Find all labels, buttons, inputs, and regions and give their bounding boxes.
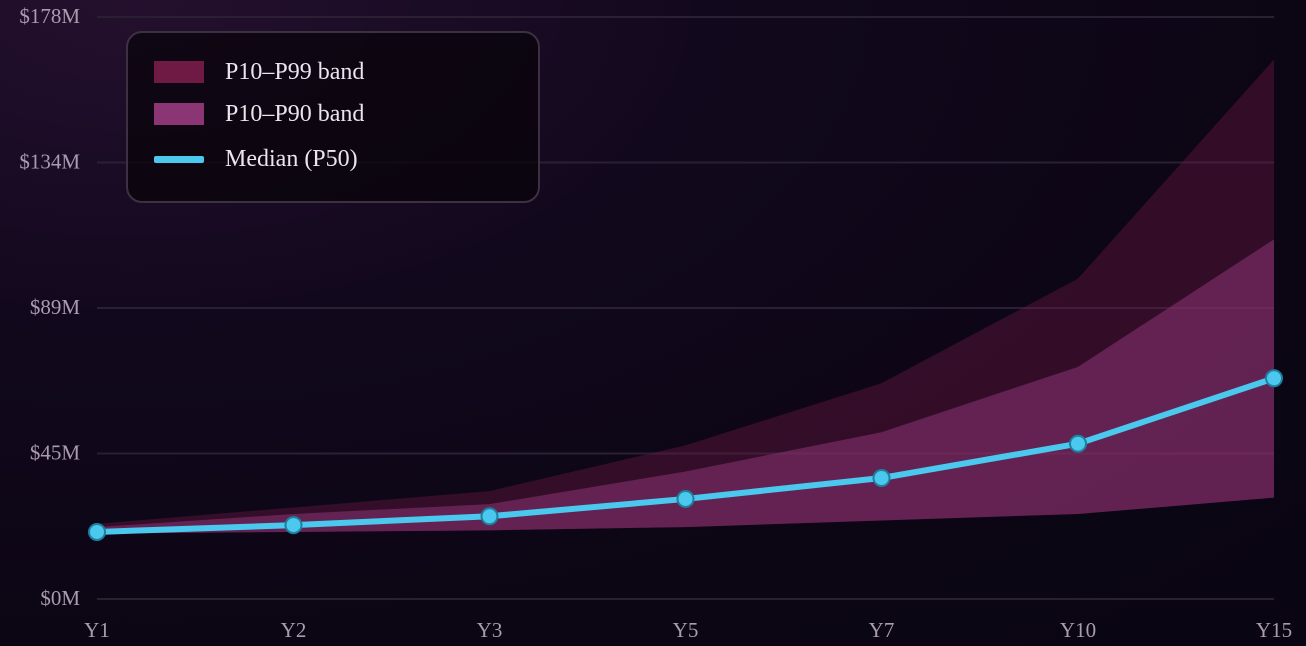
x-tick-label: Y3 [477,618,503,642]
x-tick-label: Y15 [1256,618,1292,642]
x-tick-label: Y7 [869,618,895,642]
legend-item-p90: P10–P90 band [154,99,364,129]
y-axis: $178M $134M $89M $45M $0M [19,4,80,610]
x-axis: Y1 Y2 Y3 Y5 Y7 Y10 Y15 [84,618,1292,642]
legend-swatch-p99 [154,61,204,83]
median-point [678,491,694,507]
y-tick-label: $45M [30,440,81,464]
legend-swatch-median [154,156,204,163]
legend: P10–P99 band P10–P90 band Median (P50) [126,31,540,203]
legend-label-p90: P10–P90 band [225,101,364,128]
x-tick-label: Y10 [1060,618,1096,642]
legend-label-p99: P10–P99 band [225,59,364,86]
y-tick-label: $178M [19,4,80,28]
y-tick-label: $89M [30,295,81,319]
y-tick-label: $0M [40,586,80,610]
y-tick-label: $134M [19,149,80,173]
median-point [1266,370,1282,386]
legend-item-median: Median (P50) [154,144,358,174]
median-point [286,517,302,533]
legend-label-median: Median (P50) [225,146,358,173]
median-point [482,508,498,524]
x-tick-label: Y5 [673,618,699,642]
median-point [1070,436,1086,452]
legend-item-p99: P10–P99 band [154,57,364,87]
median-point [89,524,105,540]
median-point [874,470,890,486]
x-tick-label: Y2 [281,618,307,642]
x-tick-label: Y1 [84,618,110,642]
legend-swatch-p90 [154,103,204,125]
